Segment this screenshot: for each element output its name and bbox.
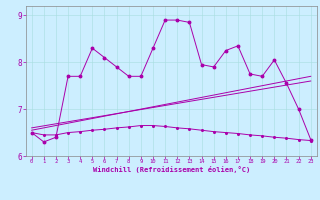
X-axis label: Windchill (Refroidissement éolien,°C): Windchill (Refroidissement éolien,°C)	[92, 166, 250, 173]
